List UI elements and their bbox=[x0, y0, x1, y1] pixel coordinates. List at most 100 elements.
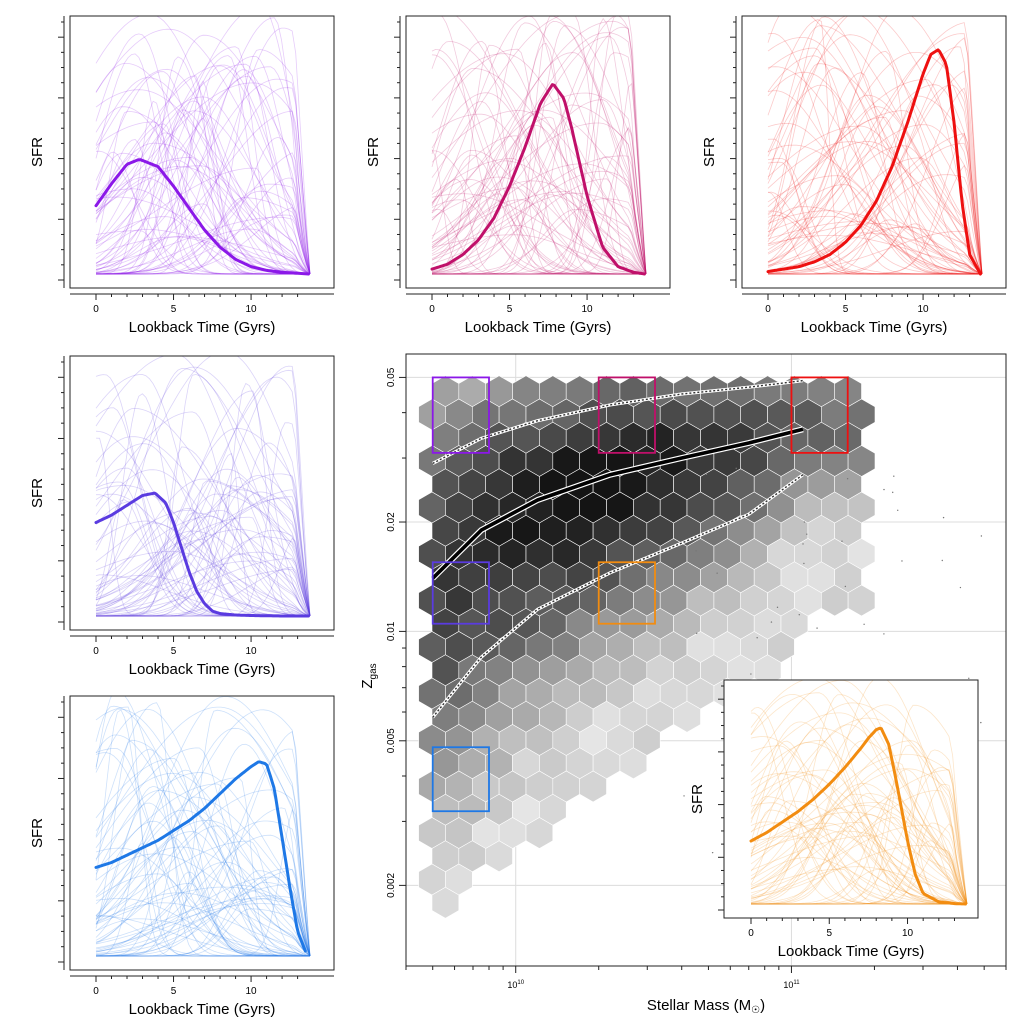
sfh-red-sample-line bbox=[767, 141, 983, 275]
sfh-indigo-axes: 0 5 10 Lookback Time (Gyrs) SFR bbox=[29, 356, 334, 678]
sfh-magenta-sample-line bbox=[431, 54, 646, 275]
sfh-purple-sample-line bbox=[95, 183, 311, 275]
sfh-purple-sample-line bbox=[95, 77, 311, 275]
sfh-indigo-x-tick-label: 5 bbox=[171, 646, 177, 657]
sfh-magenta-axes: 0 5 10 Lookback Time (Gyrs) SFR bbox=[365, 16, 670, 336]
sfh-indigo-sample-line bbox=[95, 436, 311, 617]
sfh-magenta-sample-line bbox=[431, 36, 647, 275]
sfh-purple-sample-line bbox=[95, 100, 310, 275]
sfh-purple-sample-line bbox=[95, 78, 311, 275]
sfh-blue-sample-line bbox=[95, 853, 311, 957]
sfh-red-sample-line bbox=[767, 37, 983, 275]
sfh-orange-inset-sample-line bbox=[750, 680, 968, 905]
mz-scatter-point bbox=[683, 795, 685, 797]
sfh-orange-inset-sample-line bbox=[750, 694, 968, 905]
sfh-magenta-sample-line bbox=[431, 179, 646, 275]
sfh-red-sample-line bbox=[767, 84, 983, 275]
sfh-magenta-sample-line bbox=[431, 124, 647, 275]
sfh-magenta-sample-line bbox=[432, 16, 647, 275]
sfh-blue-sample-line bbox=[95, 820, 311, 957]
sfh-red-sample-line bbox=[767, 184, 982, 275]
sfh-indigo-y-axis-label: SFR bbox=[29, 478, 46, 508]
sfh-orange-inset-sample-line bbox=[750, 793, 968, 905]
sfh-purple-sample-line bbox=[95, 110, 311, 275]
sfh-indigo-sample-line bbox=[95, 427, 311, 617]
sfh-blue-sample-line bbox=[95, 873, 310, 957]
sfh-blue-sample-line bbox=[96, 870, 311, 957]
sfh-orange-inset-sample-line bbox=[750, 783, 968, 905]
mz-hexbin bbox=[579, 770, 607, 803]
sfh-red-sample-line bbox=[767, 16, 983, 275]
mz-x-label-close: ) bbox=[760, 997, 765, 1014]
sfh-red-sample-line bbox=[767, 37, 983, 275]
sfh-red-sample-line bbox=[767, 223, 983, 275]
sfh-red-sample-line bbox=[767, 157, 983, 275]
mz-scatter-point bbox=[841, 540, 843, 542]
sfh-orange-inset-sample-line bbox=[750, 821, 967, 905]
sfh-purple-x-axis-label: Lookback Time (Gyrs) bbox=[129, 319, 276, 336]
sfh-magenta-x-tick-label: 0 bbox=[429, 304, 435, 315]
sfh-red-sample-line bbox=[767, 174, 983, 275]
sfh-red-sample-line bbox=[767, 214, 982, 275]
sfh-purple-sample-line bbox=[95, 53, 310, 275]
sfh-orange-inset-sample-line bbox=[750, 712, 967, 905]
sfh-purple-sample-line bbox=[95, 55, 310, 275]
selection-box-red bbox=[790, 376, 849, 454]
mz-scatter-point bbox=[798, 614, 800, 616]
sfh-blue-sample-line bbox=[95, 842, 310, 957]
sfh-magenta-sample-line bbox=[431, 225, 647, 275]
sfh-orange-inset-sample-line bbox=[751, 769, 968, 905]
sfh-purple-sample-line bbox=[95, 132, 311, 275]
mz-scatter-point bbox=[762, 507, 764, 509]
sfh-orange-inset-sample-line bbox=[750, 741, 968, 905]
sfh-red-sample-line bbox=[767, 16, 983, 275]
sfh-magenta-sample-line bbox=[431, 234, 647, 275]
sfh-red-sample-line bbox=[768, 133, 983, 275]
sfh-magenta-sample-line bbox=[431, 48, 646, 275]
sfh-red-sample-line bbox=[767, 50, 982, 275]
sfh-magenta-sample-line bbox=[431, 22, 647, 275]
sfh-magenta-sample-line bbox=[431, 116, 646, 275]
sfh-orange-inset-sample-line bbox=[750, 800, 968, 905]
sfh-magenta-samples bbox=[431, 16, 647, 275]
sfh-blue-sample-line bbox=[95, 706, 311, 957]
sfh-orange-inset-sample-line bbox=[751, 840, 968, 905]
sfh-indigo-background bbox=[70, 356, 334, 630]
sfh-orange-inset-sample-line bbox=[751, 823, 968, 905]
sfh-red-sample-line bbox=[768, 223, 982, 275]
sfh-purple-sample-line bbox=[95, 16, 311, 275]
sfh-red-sample-line bbox=[767, 116, 982, 275]
sfh-indigo-sample-line bbox=[95, 516, 311, 617]
sfh-blue-median-line bbox=[94, 760, 307, 953]
sfh-purple-sample-line bbox=[95, 68, 311, 275]
mz-scatter-point bbox=[806, 533, 808, 535]
sfh-blue-sample-line bbox=[95, 752, 310, 957]
sfh-blue-sample-line bbox=[95, 773, 311, 957]
sfh-blue-sample-line bbox=[95, 748, 310, 957]
sfh-indigo-panel: 0 5 10 Lookback Time (Gyrs) SFR bbox=[29, 355, 335, 678]
sfh-orange-inset-sample-line bbox=[751, 749, 968, 905]
sfh-purple-panel: 0 5 10 Lookback Time (Gyrs) SFR bbox=[29, 15, 335, 336]
sfh-purple-sample-line bbox=[95, 27, 311, 275]
mz-x-tick-exp: 11 bbox=[793, 980, 800, 986]
sfh-magenta-sample-line bbox=[431, 158, 646, 275]
sfh-magenta-sample-line bbox=[431, 154, 646, 275]
sfh-orange-inset-sample-line bbox=[750, 836, 967, 905]
mz-selection-boxes bbox=[431, 376, 849, 813]
sfh-indigo-sample-line bbox=[95, 390, 310, 617]
sfh-orange-inset-sample-line bbox=[750, 680, 968, 905]
selection-box-blue bbox=[431, 746, 490, 813]
sfh-blue-sample-line bbox=[95, 915, 311, 957]
sfh-purple-sample-line bbox=[95, 228, 311, 275]
mz-hexbin bbox=[525, 817, 554, 849]
sfh-blue-axes: 0 5 10 Lookback Time (Gyrs) SFR bbox=[29, 696, 334, 1018]
sfh-indigo-median-line bbox=[94, 491, 310, 618]
sfh-magenta-sample-line bbox=[431, 160, 647, 275]
sfh-purple-sample-line bbox=[95, 89, 311, 275]
sfh-magenta-sample-line bbox=[432, 156, 647, 275]
sfh-purple-sample-line bbox=[95, 110, 311, 275]
sfh-red-background bbox=[742, 16, 1006, 288]
sfh-red-sample-line bbox=[767, 122, 983, 275]
mz-hexbin bbox=[431, 886, 460, 919]
sfh-blue-sample-line bbox=[96, 796, 311, 957]
